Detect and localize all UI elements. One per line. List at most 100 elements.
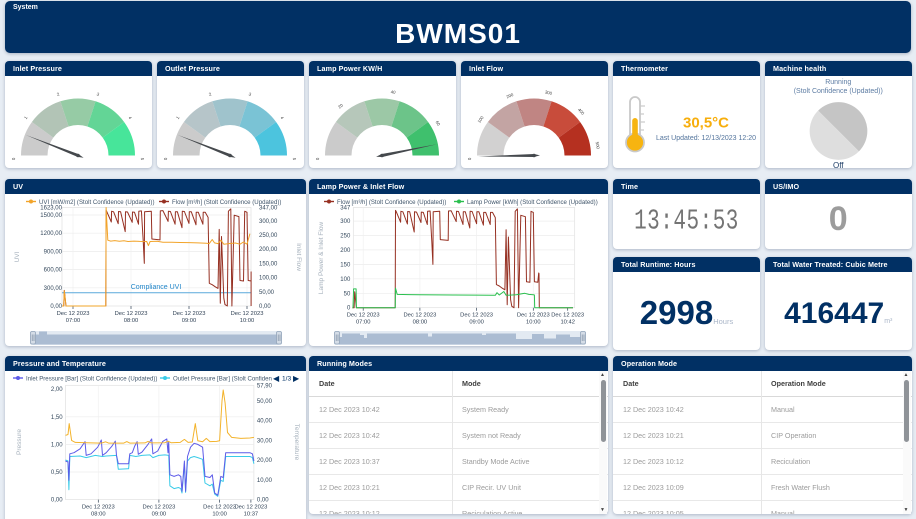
svg-text:1,00: 1,00 xyxy=(51,442,63,448)
svg-text:Dec 12 2023: Dec 12 2023 xyxy=(234,504,267,510)
svg-text:1: 1 xyxy=(23,115,29,120)
svg-text:500: 500 xyxy=(595,141,601,149)
svg-text:60: 60 xyxy=(435,120,442,127)
svg-text:Lamp Power & Inlet Flow: Lamp Power & Inlet Flow xyxy=(318,221,325,294)
svg-text:09:00: 09:00 xyxy=(469,319,484,325)
svg-text:10:00: 10:00 xyxy=(240,318,255,324)
svg-text:300,00: 300,00 xyxy=(44,285,63,291)
svg-text:10,00: 10,00 xyxy=(257,477,273,483)
svg-text:40,00: 40,00 xyxy=(257,418,273,424)
svg-text:0: 0 xyxy=(347,305,351,311)
svg-text:07:00: 07:00 xyxy=(356,319,371,325)
svg-text:Dec 12 2023: Dec 12 2023 xyxy=(551,312,584,318)
svg-text:3: 3 xyxy=(248,91,252,97)
svg-text:40: 40 xyxy=(390,89,396,95)
svg-text:347: 347 xyxy=(340,205,351,211)
svg-text:Dec 12 2023: Dec 12 2023 xyxy=(173,311,206,317)
svg-text:20,00: 20,00 xyxy=(257,458,273,464)
svg-text:50: 50 xyxy=(344,291,351,297)
svg-text:100: 100 xyxy=(340,276,351,282)
svg-text:0: 0 xyxy=(11,157,16,160)
svg-text:1500,00: 1500,00 xyxy=(40,213,62,219)
svg-text:Dec 12 2023: Dec 12 2023 xyxy=(403,312,436,318)
svg-text:10:42: 10:42 xyxy=(560,319,575,325)
svg-text:30,5°C: 30,5°C xyxy=(683,115,729,132)
svg-text:5: 5 xyxy=(140,158,145,161)
svg-text:4: 4 xyxy=(279,115,285,120)
svg-text:UVI [mW/m2] (Stolt Confidence: UVI [mW/m2] (Stolt Confidence (Updated)) xyxy=(39,199,154,206)
svg-text:Flow [m³/h] (Stolt Confidence: Flow [m³/h] (Stolt Confidence (Updated)) xyxy=(172,199,281,206)
svg-text:57,90: 57,90 xyxy=(257,383,273,389)
svg-text:2,00: 2,00 xyxy=(51,387,63,393)
svg-text:Compliance UVI: Compliance UVI xyxy=(131,283,182,290)
svg-text:3: 3 xyxy=(96,91,100,97)
svg-text:1,50: 1,50 xyxy=(51,414,63,420)
svg-text:0: 0 xyxy=(315,157,320,160)
svg-text:0,50: 0,50 xyxy=(51,470,63,476)
svg-text:150,00: 150,00 xyxy=(259,261,278,267)
svg-text:Dec 12 2023: Dec 12 2023 xyxy=(142,504,175,510)
svg-text:0,00: 0,00 xyxy=(259,304,271,310)
svg-text:08:00: 08:00 xyxy=(413,319,428,325)
svg-text:10:37: 10:37 xyxy=(244,511,259,517)
svg-text:1/3: 1/3 xyxy=(282,375,291,382)
svg-text:347,00: 347,00 xyxy=(259,205,278,211)
svg-text:Temperature: Temperature xyxy=(293,423,300,460)
svg-text:09:00: 09:00 xyxy=(182,318,197,324)
svg-text:0,00: 0,00 xyxy=(50,304,62,310)
svg-text:1200,00: 1200,00 xyxy=(40,231,62,237)
svg-text:50,00: 50,00 xyxy=(257,398,273,404)
svg-text:600,00: 600,00 xyxy=(44,267,63,273)
svg-text:Dec 12 2023: Dec 12 2023 xyxy=(517,312,550,318)
svg-text:Dec 12 2023: Dec 12 2023 xyxy=(347,312,380,318)
svg-text:5: 5 xyxy=(292,158,297,161)
svg-text:07:00: 07:00 xyxy=(66,318,81,324)
svg-text:400: 400 xyxy=(577,107,586,116)
svg-text:1: 1 xyxy=(175,115,181,120)
svg-text:08:00: 08:00 xyxy=(91,511,106,517)
svg-text:300,00: 300,00 xyxy=(259,218,278,224)
svg-text:Dec 12 2023: Dec 12 2023 xyxy=(115,311,148,317)
svg-text:2: 2 xyxy=(208,91,212,97)
svg-text:Dec 12 2023: Dec 12 2023 xyxy=(57,311,90,317)
svg-text:◀: ◀ xyxy=(273,374,280,383)
svg-text:900,00: 900,00 xyxy=(44,249,63,255)
svg-text:Pressure: Pressure xyxy=(16,428,23,454)
svg-text:08:00: 08:00 xyxy=(124,318,139,324)
svg-text:10:00: 10:00 xyxy=(526,319,541,325)
svg-text:0,00: 0,00 xyxy=(51,497,63,503)
svg-text:09:00: 09:00 xyxy=(152,511,167,517)
svg-text:Inlet Pressure [Bar] (Stolt Co: Inlet Pressure [Bar] (Stolt Confidence (… xyxy=(26,375,157,382)
svg-text:0,00: 0,00 xyxy=(257,497,269,503)
svg-text:100,00: 100,00 xyxy=(259,275,278,281)
svg-text:300: 300 xyxy=(340,219,351,225)
svg-text:200: 200 xyxy=(506,92,515,100)
svg-text:Flow [m³/h] (Stolt Confidence: Flow [m³/h] (Stolt Confidence (Updated)) xyxy=(337,199,446,206)
svg-text:150: 150 xyxy=(340,262,351,268)
svg-text:0: 0 xyxy=(467,157,472,160)
svg-text:Last Updated: 12/13/2023 12:20: Last Updated: 12/13/2023 12:20 xyxy=(656,135,756,142)
svg-text:100: 100 xyxy=(476,115,484,124)
svg-text:Lamp Power [kWh] (Stolt Confid: Lamp Power [kWh] (Stolt Confidence (Upda… xyxy=(467,199,598,206)
svg-text:0: 0 xyxy=(163,157,168,160)
svg-text:30,00: 30,00 xyxy=(257,438,273,444)
svg-text:Inlet Flow: Inlet Flow xyxy=(295,243,302,271)
svg-text:Outlet Pressure [Bar] (Stolt C: Outlet Pressure [Bar] (Stolt Confiden xyxy=(173,375,272,382)
svg-text:300: 300 xyxy=(544,89,553,96)
svg-text:250: 250 xyxy=(340,233,351,239)
svg-text:Dec 12 2023: Dec 12 2023 xyxy=(203,504,236,510)
svg-text:4: 4 xyxy=(127,115,133,120)
svg-text:50,00: 50,00 xyxy=(259,289,275,295)
svg-text:Dec 12 2023: Dec 12 2023 xyxy=(231,311,264,317)
svg-text:Dec 12 2023: Dec 12 2023 xyxy=(460,312,493,318)
svg-text:Dec 12 2023: Dec 12 2023 xyxy=(82,504,115,510)
svg-text:UVI: UVI xyxy=(14,251,21,262)
svg-text:10:00: 10:00 xyxy=(212,511,227,517)
svg-text:200: 200 xyxy=(340,247,351,253)
svg-text:2: 2 xyxy=(56,91,60,97)
svg-text:20: 20 xyxy=(337,102,344,109)
svg-text:1623,00: 1623,00 xyxy=(40,205,62,211)
svg-text:▶: ▶ xyxy=(293,374,300,383)
svg-text:250,00: 250,00 xyxy=(259,233,278,239)
svg-text:200,00: 200,00 xyxy=(259,247,278,253)
